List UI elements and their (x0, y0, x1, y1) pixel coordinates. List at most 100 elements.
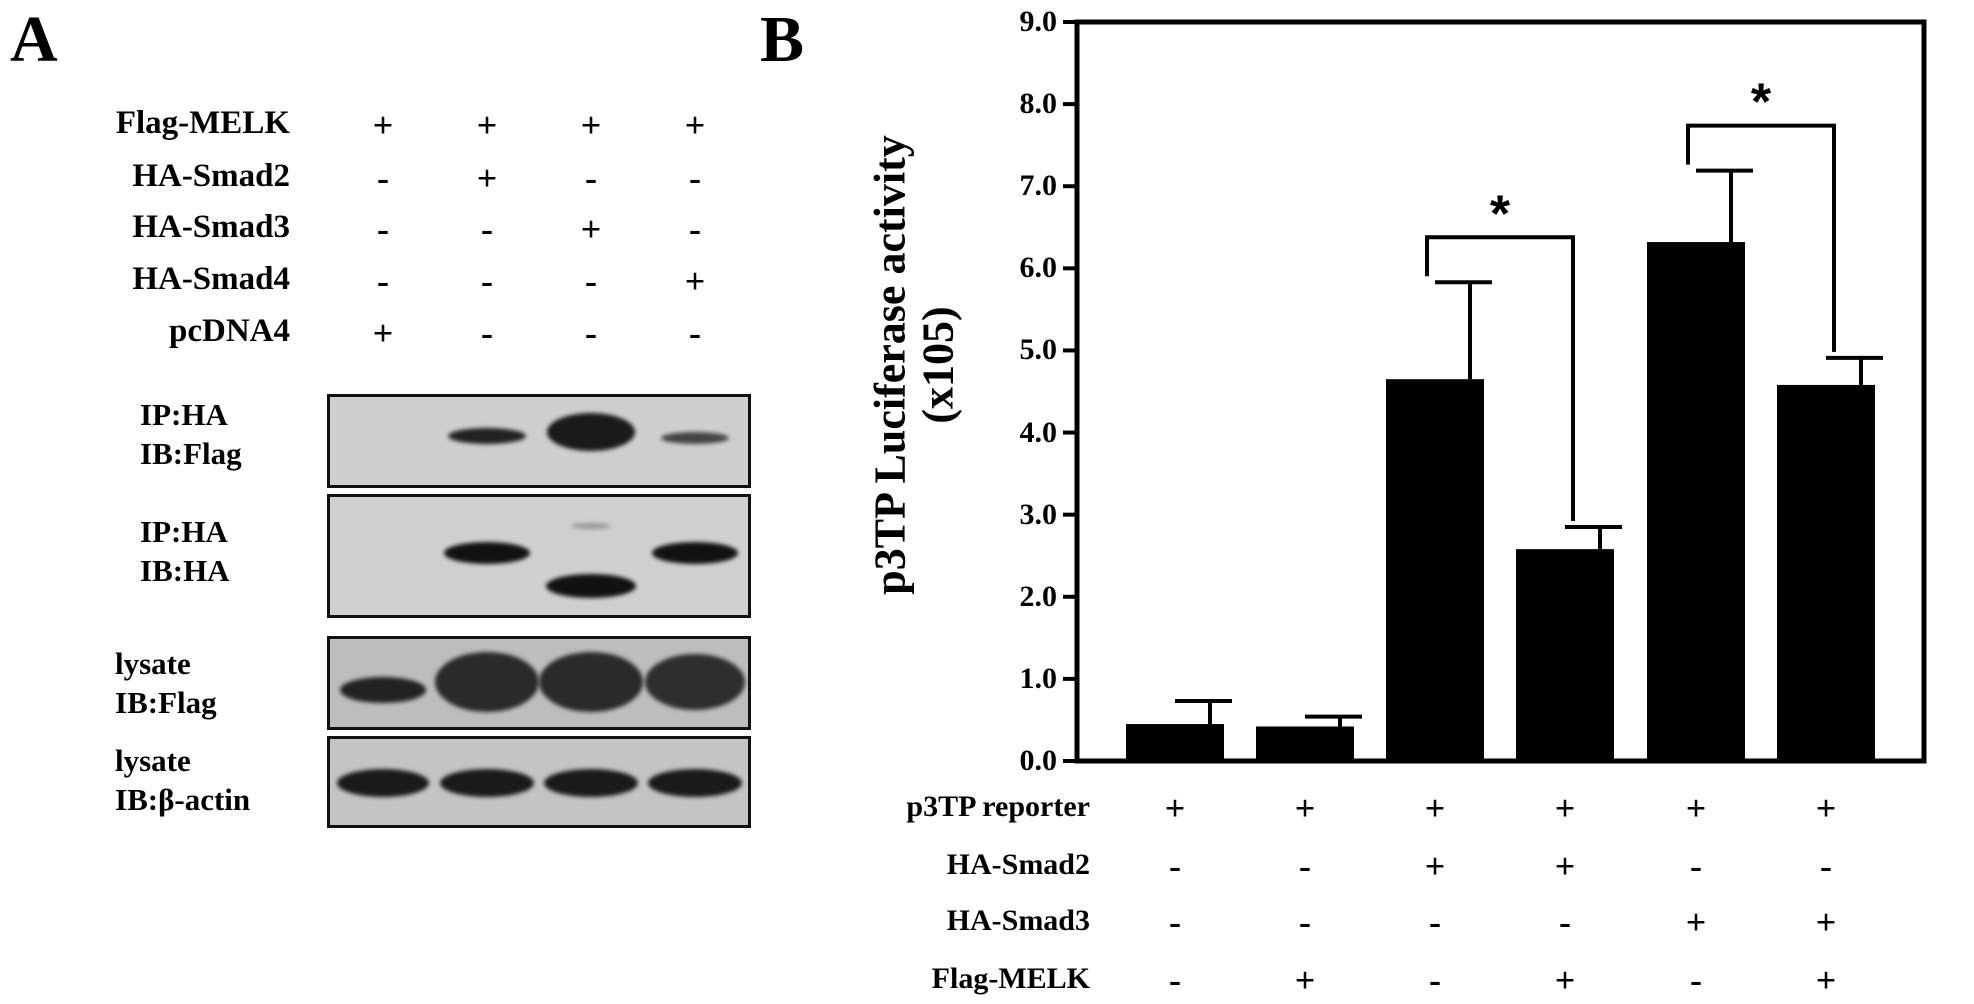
panel-b-mark: - (1169, 960, 1181, 1000)
panel-a-mark: - (377, 158, 389, 198)
blot-label-line2: IB:β-actin (115, 781, 251, 817)
panel-b-mark: - (1299, 846, 1311, 886)
panel-a-letter: A (10, 3, 58, 76)
panel-a-mark: + (372, 313, 394, 353)
panel-b-mark: + (1294, 960, 1316, 1000)
blot-band (435, 652, 539, 712)
y-tick-label: 3.0 (1019, 497, 1058, 531)
panel-b-mark: + (1685, 902, 1707, 942)
panel-a-mark: - (481, 313, 493, 353)
blot-label: lysate IB:β-actin (115, 742, 250, 820)
bar (1516, 549, 1614, 761)
significance-bracket (1425, 235, 1575, 521)
blot-band (337, 769, 429, 797)
blot-band (571, 523, 611, 529)
blot-band (547, 413, 635, 451)
significance-star: * (1751, 74, 1772, 132)
panel-b-mark: - (1169, 846, 1181, 886)
panel-b-mark: - (1559, 902, 1571, 942)
panel-a-condition-label: HA-Smad4 (132, 261, 290, 297)
panel-b-mark: + (1554, 788, 1576, 828)
panel-a-mark: + (684, 105, 706, 145)
panel-b-mark: + (1815, 788, 1837, 828)
y-tick-label: 6.0 (1019, 251, 1058, 285)
panel-a-mark: - (481, 261, 493, 301)
bar (1647, 242, 1745, 761)
panel-b-condition-label: Flag-MELK (931, 962, 1090, 995)
y-tick-label: 9.0 (1019, 5, 1058, 38)
panel-b-mark: - (1429, 960, 1441, 1000)
panel-b-mark: - (1299, 902, 1311, 942)
y-tick-label: 2.0 (1019, 579, 1058, 613)
blot-image (327, 736, 751, 828)
panel-b-condition-label: p3TP reporter (906, 790, 1090, 823)
plot-frame (1074, 19, 1927, 764)
blot-band (645, 654, 745, 710)
y-tick-label: 8.0 (1019, 87, 1058, 121)
panel-b-mark: + (1815, 902, 1837, 942)
significance-bracket (1686, 123, 1836, 352)
blot-label: IP:HA IB:Flag (140, 396, 242, 474)
panel-b-mark: + (1685, 788, 1707, 828)
blot-label: IP:HA IB:HA (140, 513, 230, 591)
y-tick-label: 7.0 (1019, 169, 1058, 203)
blot-band (652, 542, 738, 564)
y-tick-label: 1.0 (1019, 661, 1058, 695)
blot-band (546, 574, 636, 598)
panel-b-mark: - (1690, 846, 1702, 886)
y-tick-label: 0.0 (1019, 744, 1058, 777)
panel-a-mark: + (372, 105, 394, 145)
panel-b-letter: B (760, 3, 805, 76)
blot-label-line2: IB:Flag (115, 684, 217, 720)
panel-a-mark: + (476, 158, 498, 198)
panel-b-mark: - (1690, 960, 1702, 1000)
panel-a-mark: + (476, 105, 498, 145)
panel-b-mark: + (1164, 788, 1186, 828)
panel-b-mark: - (1820, 846, 1832, 886)
panel-b-mark: + (1424, 788, 1446, 828)
panel-a-mark: + (580, 105, 602, 145)
panel-b-condition-label: HA-Smad2 (946, 848, 1090, 881)
bar (1777, 384, 1875, 761)
panel-b-mark: - (1169, 902, 1181, 942)
blot-band (544, 769, 638, 797)
bar (1256, 726, 1354, 761)
y-tick-label: 4.0 (1019, 415, 1058, 449)
panel-a-mark: - (481, 209, 493, 249)
panel-a-mark: + (580, 209, 602, 249)
blot-band (539, 652, 643, 712)
panel-a-mark: - (585, 158, 597, 198)
blot-label-line1: IP:HA (140, 514, 228, 549)
panel-b-mark: + (1294, 788, 1316, 828)
significance-star: * (1490, 185, 1511, 243)
y-tick-label: 5.0 (1019, 333, 1058, 367)
blot-band (448, 428, 526, 444)
panel-a-mark: - (377, 261, 389, 301)
panel-a-mark: - (377, 209, 389, 249)
panel-b-mark: + (1554, 960, 1576, 1000)
blot-label-line2: IB:HA (140, 552, 230, 588)
panel-a-condition-label: HA-Smad3 (132, 209, 290, 245)
blot-label: lysate IB:Flag (115, 645, 217, 723)
panel-a-mark: - (585, 261, 597, 301)
panel-a-mark: - (689, 158, 701, 198)
panel-b-condition-label: HA-Smad3 (946, 904, 1090, 937)
panel-a-condition-label: HA-Smad2 (132, 158, 290, 194)
blot-label-line1: lysate (115, 646, 191, 681)
blot-label-line2: IB:Flag (140, 435, 242, 471)
bar (1386, 379, 1484, 761)
blot-label-line1: lysate (115, 743, 191, 778)
blot-band (648, 769, 742, 797)
panel-b-mark: + (1424, 846, 1446, 886)
panel-a-mark: + (684, 261, 706, 301)
panel-b-mark: + (1554, 846, 1576, 886)
bar (1126, 724, 1224, 761)
panel-b-mark: - (1429, 902, 1441, 942)
panel-a-condition-label: pcDNA4 (169, 313, 290, 349)
panel-a-condition-label: Flag-MELK (115, 105, 290, 141)
panel-a-mark: - (585, 313, 597, 353)
blot-band (440, 769, 534, 797)
blot-image (327, 494, 751, 618)
blot-band (444, 542, 530, 564)
